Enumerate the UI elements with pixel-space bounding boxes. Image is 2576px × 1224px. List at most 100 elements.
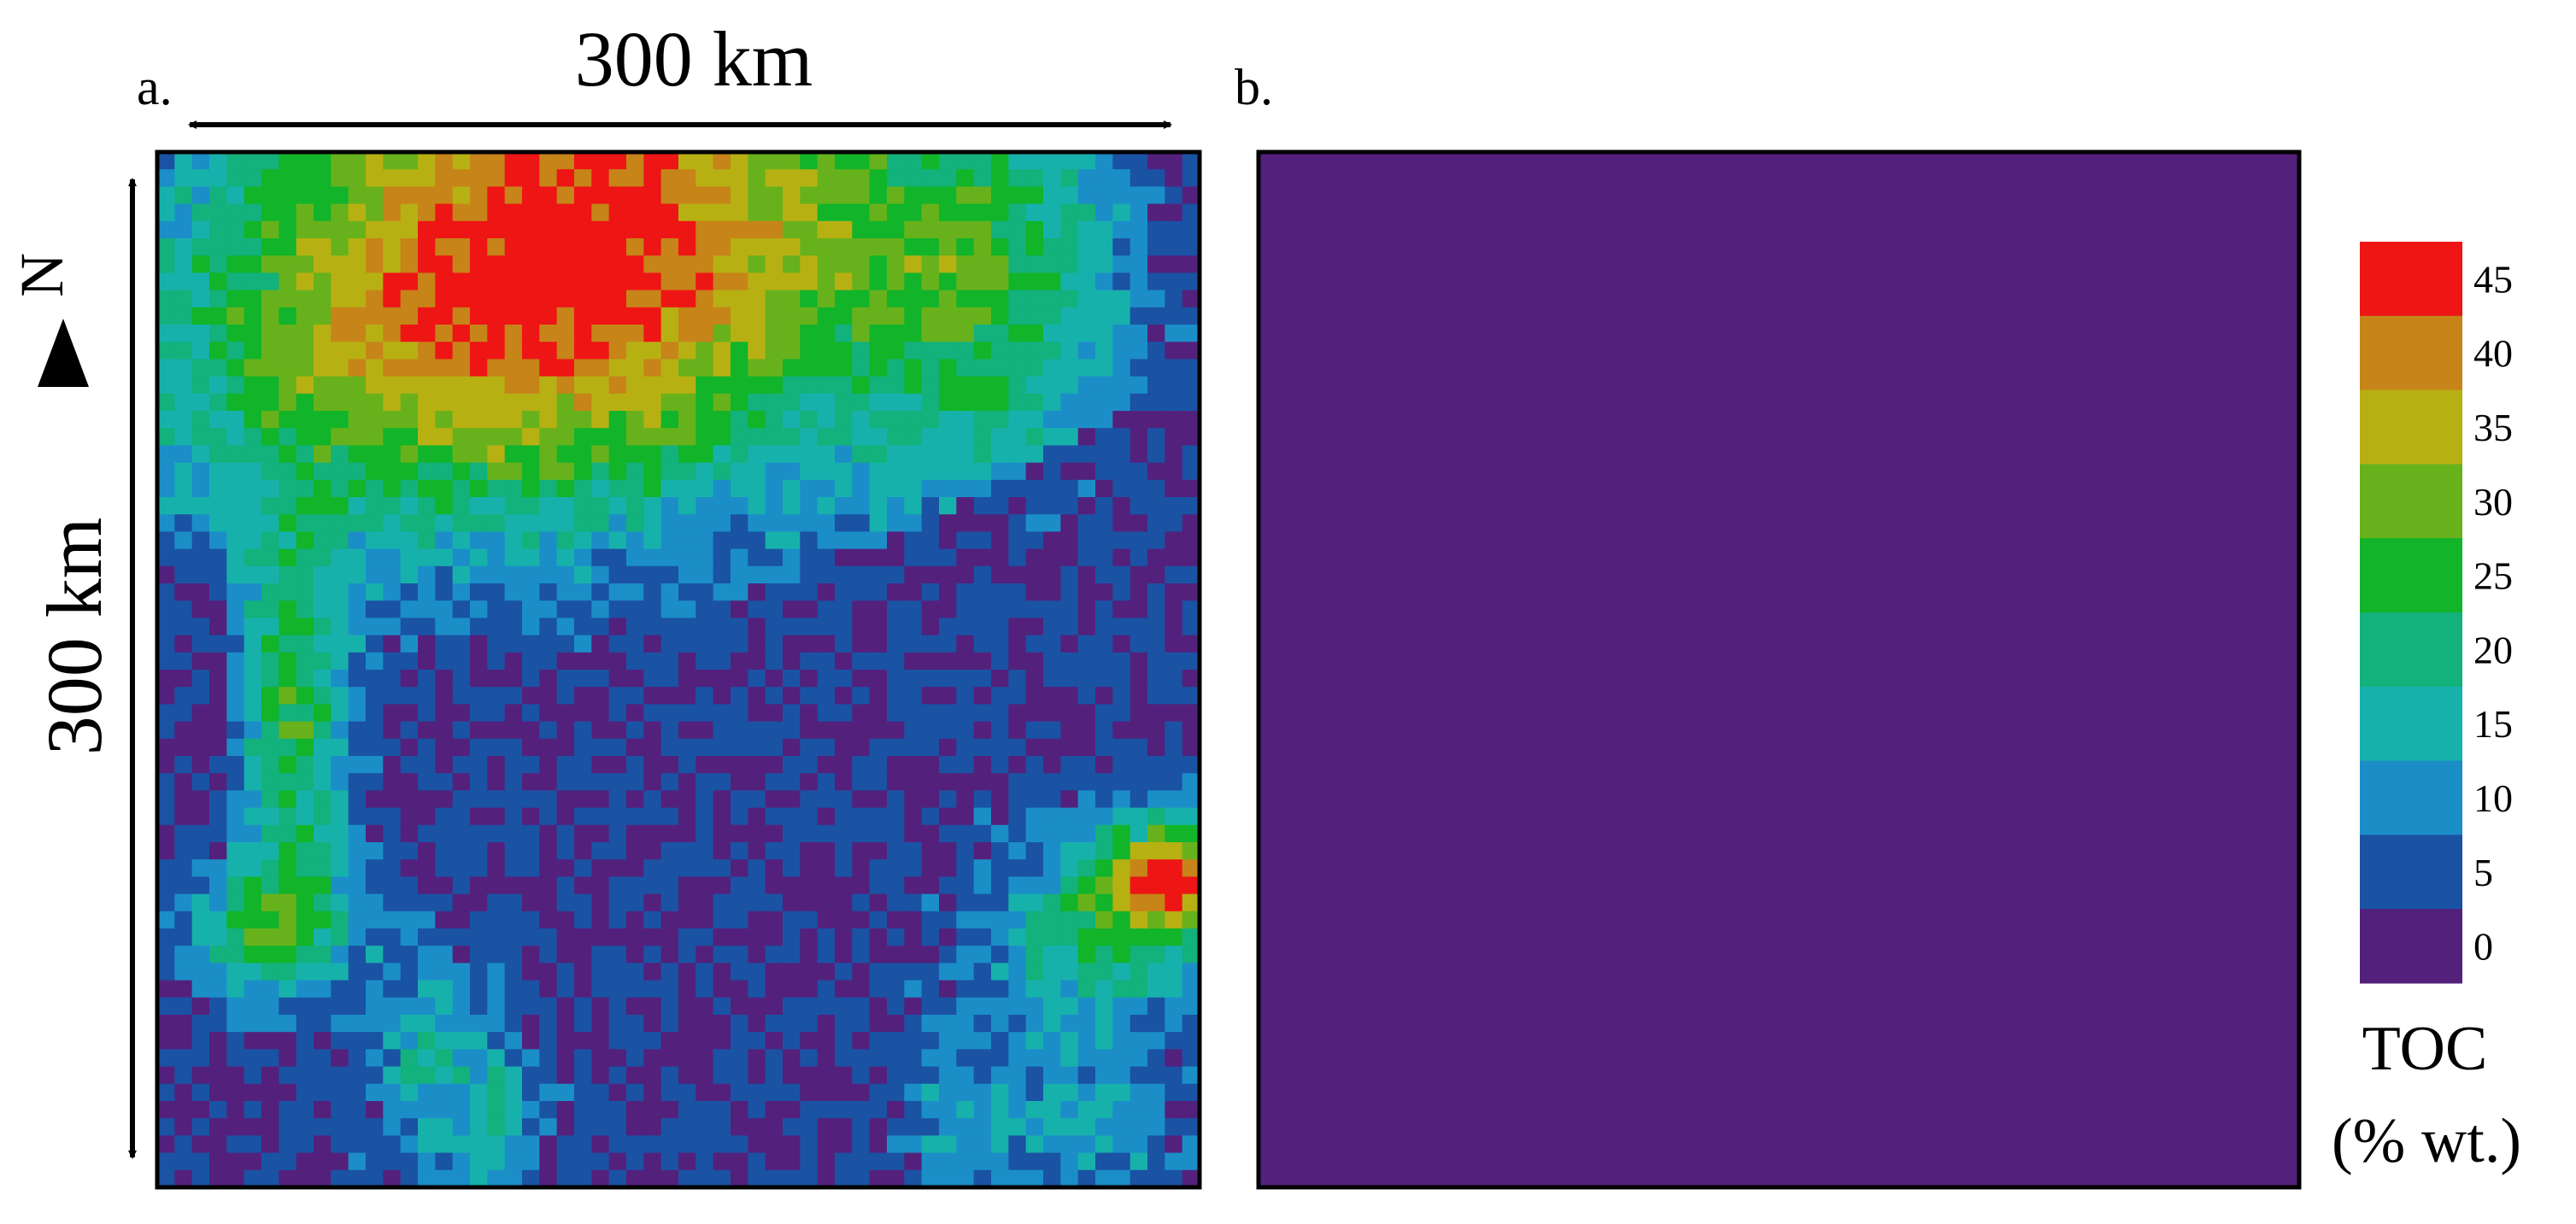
- map-cell: [783, 859, 801, 877]
- map-cell: [973, 1066, 992, 1085]
- map-cell: [1130, 946, 1148, 963]
- map-cell: [713, 152, 731, 170]
- map-cell: [852, 428, 871, 446]
- map-cell: [765, 548, 783, 567]
- map-cell: [1112, 497, 1131, 515]
- map-cell: [748, 721, 766, 740]
- map-cell: [887, 428, 905, 446]
- map-cell: [887, 514, 905, 532]
- map-cell: [470, 376, 488, 395]
- map-cell: [1043, 497, 1061, 515]
- map-cell: [470, 980, 488, 999]
- map-cell: [1182, 842, 1200, 860]
- map-cell: [608, 600, 627, 618]
- map-cell: [191, 152, 210, 170]
- map-cell: [783, 169, 801, 187]
- map-cell: [1043, 583, 1061, 601]
- map-cell: [366, 1049, 384, 1068]
- map-cell: [452, 428, 471, 446]
- map-cell: [452, 548, 471, 567]
- map-cell: [400, 790, 419, 809]
- map-cell: [591, 445, 610, 464]
- map-cell: [418, 1152, 436, 1171]
- map-cell: [539, 618, 558, 636]
- map-cell: [348, 963, 367, 981]
- map-cell: [435, 272, 454, 291]
- map-cell: [765, 721, 783, 740]
- colorbar-tick-label: 0: [2473, 925, 2493, 969]
- map-cell: [470, 876, 488, 895]
- map-cell: [1165, 220, 1183, 239]
- map-cell: [887, 393, 905, 412]
- map-cell: [1008, 583, 1027, 601]
- map-cell: [556, 565, 575, 584]
- map-cell: [348, 359, 367, 378]
- map-cell: [869, 583, 888, 601]
- map-cell: [608, 428, 627, 446]
- map-cell: [660, 325, 679, 343]
- map-cell: [869, 445, 888, 464]
- map-cell: [383, 618, 402, 636]
- map-cell: [1182, 687, 1200, 705]
- map-cell: [452, 497, 471, 515]
- map-cell: [174, 842, 193, 860]
- map-cell: [748, 548, 766, 567]
- map-cell: [1095, 462, 1113, 481]
- map-cell: [956, 272, 975, 291]
- map-cell: [1112, 824, 1131, 843]
- map-cell: [539, 548, 558, 567]
- map-cell: [191, 342, 210, 360]
- map-cell: [939, 790, 957, 809]
- map-cell: [973, 514, 992, 532]
- map-cell: [226, 997, 245, 1016]
- map-cell: [939, 325, 957, 343]
- map-cell: [678, 1152, 696, 1171]
- map-cell: [800, 1169, 819, 1188]
- map-cell: [695, 255, 714, 273]
- map-cell: [435, 290, 454, 308]
- map-cell: [314, 928, 332, 946]
- map-cell: [817, 428, 836, 446]
- map-cell: [852, 1169, 871, 1188]
- map-cell: [1095, 876, 1113, 895]
- map-cell: [973, 497, 992, 515]
- map-cell: [713, 393, 731, 412]
- map-cell: [174, 255, 193, 273]
- map-cell: [852, 928, 871, 946]
- map-cell: [209, 583, 227, 601]
- map-cell: [470, 238, 488, 256]
- map-cell: [157, 600, 175, 618]
- map-cell: [591, 670, 610, 688]
- map-cell: [887, 807, 905, 826]
- map-cell: [852, 721, 871, 740]
- map-cell: [1043, 445, 1061, 464]
- map-cell: [244, 411, 262, 429]
- map-cell: [279, 652, 297, 671]
- map-cell: [452, 911, 471, 929]
- map-cell: [1112, 1032, 1131, 1050]
- map-cell: [904, 479, 923, 498]
- map-cell: [1043, 238, 1061, 256]
- map-cell: [209, 980, 227, 999]
- map-cell: [383, 756, 402, 774]
- map-cell: [348, 670, 367, 688]
- map-cell: [348, 928, 367, 946]
- map-cell: [939, 220, 957, 239]
- map-cell: [1095, 963, 1113, 981]
- map-cell: [244, 497, 262, 515]
- map-cell: [296, 600, 314, 618]
- map-cell: [765, 565, 783, 584]
- map-cell: [713, 980, 731, 999]
- map-cell: [1043, 635, 1061, 653]
- map-cell: [279, 325, 297, 343]
- map-cell: [869, 859, 888, 877]
- map-cell: [296, 1032, 314, 1050]
- map-cell: [314, 652, 332, 671]
- map-cell: [539, 359, 558, 378]
- map-cell: [314, 307, 332, 325]
- map-cell: [869, 1049, 888, 1068]
- map-cell: [522, 859, 540, 877]
- map-cell: [522, 307, 540, 325]
- map-cell: [452, 186, 471, 205]
- map-cell: [470, 220, 488, 239]
